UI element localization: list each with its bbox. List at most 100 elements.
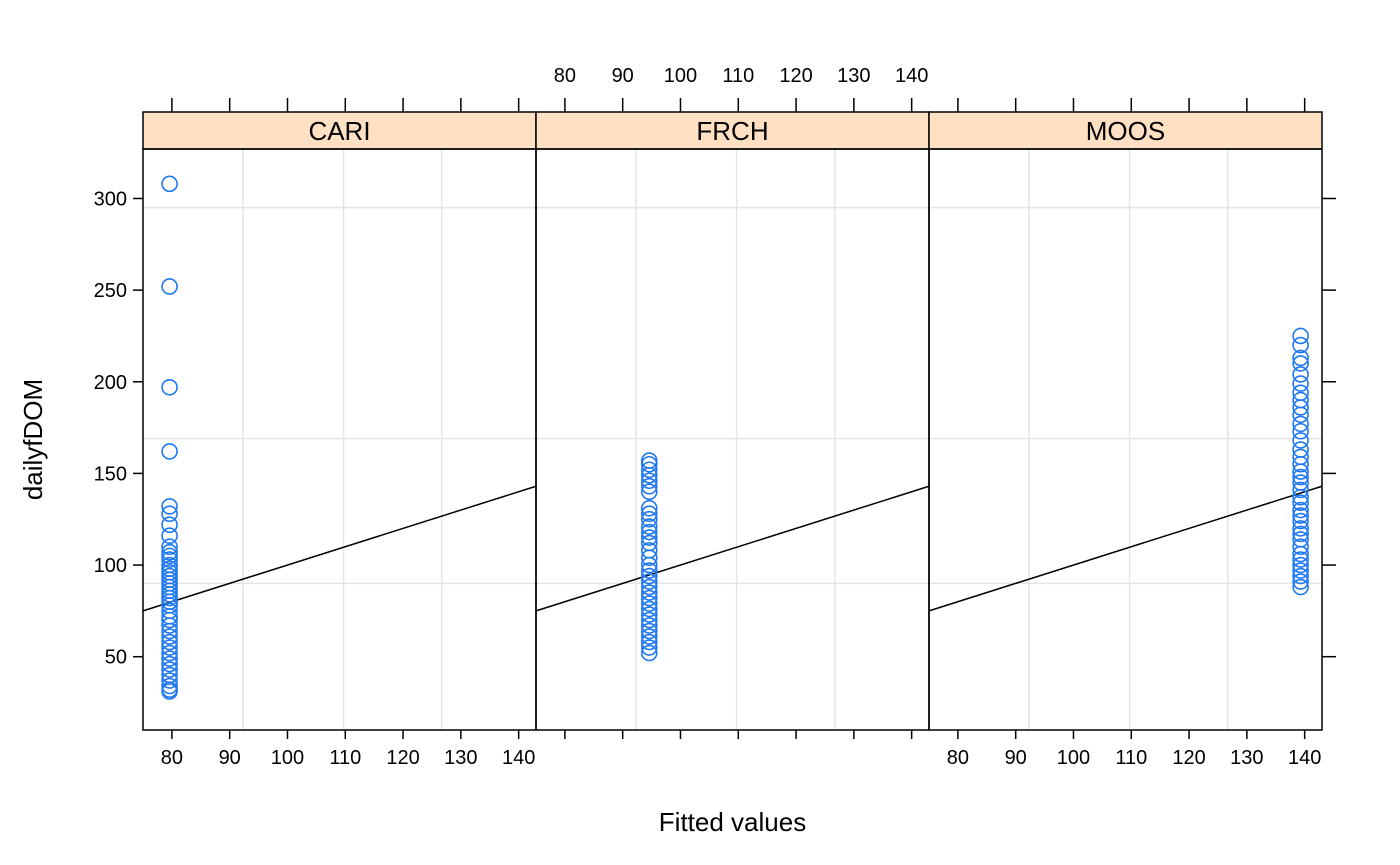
points-layer: [161, 175, 1309, 700]
data-point: [640, 589, 658, 607]
data-point: [161, 628, 178, 645]
data-point: [640, 483, 658, 501]
x-tick-label: 100: [271, 747, 304, 769]
data-point: [1292, 507, 1309, 524]
x-tick-label: 120: [779, 65, 812, 87]
data-point: [161, 617, 178, 634]
data-point: [161, 586, 178, 603]
x-tick-label: 110: [329, 747, 361, 769]
x-tick-label: 90: [1005, 747, 1027, 769]
data-point: [1292, 481, 1309, 499]
data-point: [1292, 463, 1309, 480]
data-point: [640, 505, 658, 523]
data-point: [1292, 578, 1309, 596]
data-point: [1292, 556, 1309, 574]
data-point: [640, 477, 658, 495]
x-tick-label: 140: [502, 747, 535, 769]
data-point: [161, 527, 178, 545]
data-point: [1292, 545, 1309, 563]
data-point: [640, 499, 658, 517]
x-tick-label: 130: [837, 65, 870, 87]
data-point: [640, 633, 658, 651]
data-point: [161, 672, 178, 689]
data-point: [640, 472, 658, 490]
data-point: [161, 498, 178, 515]
panel-strip: [142, 111, 537, 150]
data-point: [1292, 512, 1309, 530]
data-point: [161, 677, 178, 695]
reference-line-layer: [142, 485, 1323, 612]
data-point: [1292, 415, 1309, 433]
data-point: [640, 622, 658, 640]
data-point: [161, 639, 178, 656]
data-point: [161, 547, 178, 565]
data-point: [640, 562, 658, 579]
x-tick-label: 80: [947, 747, 969, 769]
reference-line: [142, 485, 537, 612]
data-point: [1292, 375, 1309, 392]
data-point: [1292, 399, 1309, 416]
panel-frames-layer: CARI FRCH MOOS: [142, 111, 1323, 731]
data-point: [161, 538, 178, 556]
x-tick-label: 140: [895, 65, 928, 87]
data-point: [161, 516, 178, 534]
data-point: [1292, 525, 1309, 543]
data-point: [640, 466, 658, 484]
x-tick-label: 90: [612, 65, 634, 87]
data-point: [640, 600, 658, 618]
x-tick-label: 100: [664, 65, 697, 87]
reference-line: [535, 485, 930, 612]
reference-line: [928, 485, 1323, 612]
y-tick-label: 150: [94, 463, 127, 485]
panel-frame: [928, 148, 1323, 731]
data-point: [161, 650, 178, 667]
x-tick-label: 140: [1288, 747, 1321, 769]
data-point: [161, 661, 178, 678]
data-point: [1292, 336, 1309, 354]
data-point: [1292, 488, 1309, 506]
data-point: [161, 611, 178, 629]
data-point: [640, 518, 658, 535]
data-point: [161, 633, 178, 651]
data-point: [640, 549, 658, 567]
x-tick-label: 120: [386, 747, 419, 769]
x-tick-label: 80: [554, 65, 576, 87]
panel-strip-label: CARI: [308, 116, 370, 146]
y-tick-label: 250: [94, 280, 127, 302]
data-point: [640, 455, 658, 473]
data-point: [161, 378, 178, 396]
data-point: [1292, 520, 1309, 537]
panel-strip-label: MOOS: [1086, 116, 1165, 146]
data-point: [161, 683, 178, 700]
data-point: [1292, 455, 1309, 473]
data-point: [1292, 432, 1309, 449]
data-point: [640, 529, 658, 546]
data-point: [1292, 501, 1309, 519]
data-point: [161, 505, 178, 523]
data-point: [1292, 349, 1309, 367]
data-point: [640, 452, 658, 469]
data-point: [640, 578, 658, 596]
data-point: [1292, 538, 1309, 556]
x-tick-label: 90: [219, 747, 241, 769]
data-point: [1292, 551, 1309, 568]
x-tick-label: 130: [444, 747, 477, 769]
data-point: [161, 589, 178, 607]
data-point: [1292, 355, 1309, 372]
data-point: [1292, 573, 1309, 590]
data-point: [161, 175, 178, 193]
data-point: [161, 655, 178, 673]
data-point: [640, 461, 658, 479]
data-point: [161, 543, 178, 561]
data-point: [1292, 422, 1309, 440]
y-axis-title: dailyfDOM: [18, 379, 48, 500]
data-point: [640, 628, 658, 645]
data-point: [640, 523, 658, 541]
data-point: [640, 595, 658, 612]
data-point: [1292, 562, 1309, 579]
x-tick-label: 130: [1230, 747, 1263, 769]
data-point: [1292, 567, 1309, 585]
data-point: [640, 639, 658, 656]
y-tick-label: 200: [94, 372, 127, 394]
